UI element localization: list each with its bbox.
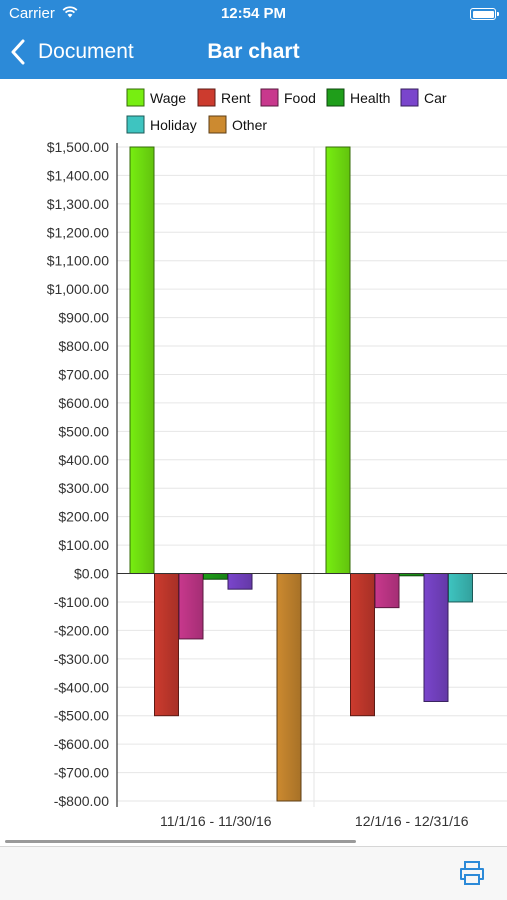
bar-chart: $1,500.00 $1,400.00 $1,300.00 $1,200.00 $1,1… (0, 79, 507, 845)
legend-swatch-food (260, 88, 279, 107)
y-tick-label: $500.00 (58, 423, 109, 439)
legend-swatch-health (326, 88, 345, 107)
back-button-label: Document (38, 40, 134, 63)
print-icon[interactable] (458, 860, 486, 886)
x-category-label: 11/1/16 - 11/30/16 (160, 813, 272, 829)
bar-wage (325, 146, 351, 575)
y-tick-label: $1,200.00 (47, 224, 109, 240)
x-category-label: 12/1/16 - 12/31/16 (355, 813, 469, 829)
bar-other (276, 573, 302, 802)
y-tick-label: -$600.00 (54, 736, 109, 752)
navigation-bar: Carrier 12:54 PM Document Bar chart (0, 0, 507, 79)
horizontal-scrollbar[interactable] (5, 840, 356, 843)
legend-swatch-holiday (126, 115, 145, 134)
back-button[interactable]: Document (10, 37, 134, 67)
legend-label-rent: Rent (221, 90, 251, 106)
status-bar: Carrier 12:54 PM (0, 0, 507, 28)
y-tick-label: $400.00 (58, 452, 109, 468)
y-tick-label: -$400.00 (54, 679, 109, 695)
y-tick-label: -$200.00 (54, 622, 109, 638)
y-tick-label: $1,100.00 (47, 253, 109, 269)
y-tick-label: $200.00 (58, 509, 109, 525)
bottom-toolbar (0, 846, 507, 900)
y-tick-label: $1,500.00 (47, 139, 109, 155)
battery-icon (470, 8, 499, 20)
bar-food (374, 573, 400, 609)
y-tick-label: -$700.00 (54, 765, 109, 781)
y-tick-label: $800.00 (58, 338, 109, 354)
bar-car (423, 573, 449, 702)
bar-rent (350, 573, 375, 717)
legend-label-food: Food (284, 90, 316, 106)
wifi-icon (62, 6, 78, 18)
chevron-left-icon (11, 39, 25, 65)
y-tick-label: $1,000.00 (47, 281, 109, 297)
legend-swatch-wage (126, 88, 145, 107)
y-tick-label: $300.00 (58, 480, 109, 496)
y-tick-label: $600.00 (58, 395, 109, 411)
legend-label-holiday: Holiday (150, 117, 197, 133)
legend-label-health: Health (350, 90, 390, 106)
bar-wage (129, 146, 155, 575)
y-tick-label: $1,400.00 (47, 167, 109, 183)
bar-car (227, 573, 253, 590)
y-tick-label: -$100.00 (54, 594, 109, 610)
clock: 12:54 PM (220, 5, 287, 22)
legend-label-car: Car (424, 90, 447, 106)
legend-swatch-other (208, 115, 227, 134)
bar-health (203, 573, 228, 580)
bar-rent (154, 573, 179, 717)
bar-food (178, 573, 204, 640)
page-title: Bar chart (207, 40, 300, 63)
y-tick-label: $900.00 (58, 310, 109, 326)
y-tick-label: -$800.00 (54, 793, 109, 809)
bar-holiday (448, 573, 473, 603)
y-tick-label: -$500.00 (54, 708, 109, 724)
y-tick-label: $100.00 (58, 537, 109, 553)
legend-label-wage: Wage (150, 90, 186, 106)
bar-chart-canvas: $1,500.00 $1,400.00 $1,300.00 $1,200.00 $1,1… (47, 88, 507, 829)
y-tick-label: $1,300.00 (47, 196, 109, 212)
legend-label-other: Other (232, 117, 267, 133)
legend-swatch-car (400, 88, 419, 107)
y-tick-label: $0.00 (74, 566, 109, 582)
carrier-label: Carrier (9, 5, 55, 22)
y-tick-label: -$300.00 (54, 651, 109, 667)
legend-swatch-rent (197, 88, 216, 107)
y-tick-label: $700.00 (58, 366, 109, 382)
